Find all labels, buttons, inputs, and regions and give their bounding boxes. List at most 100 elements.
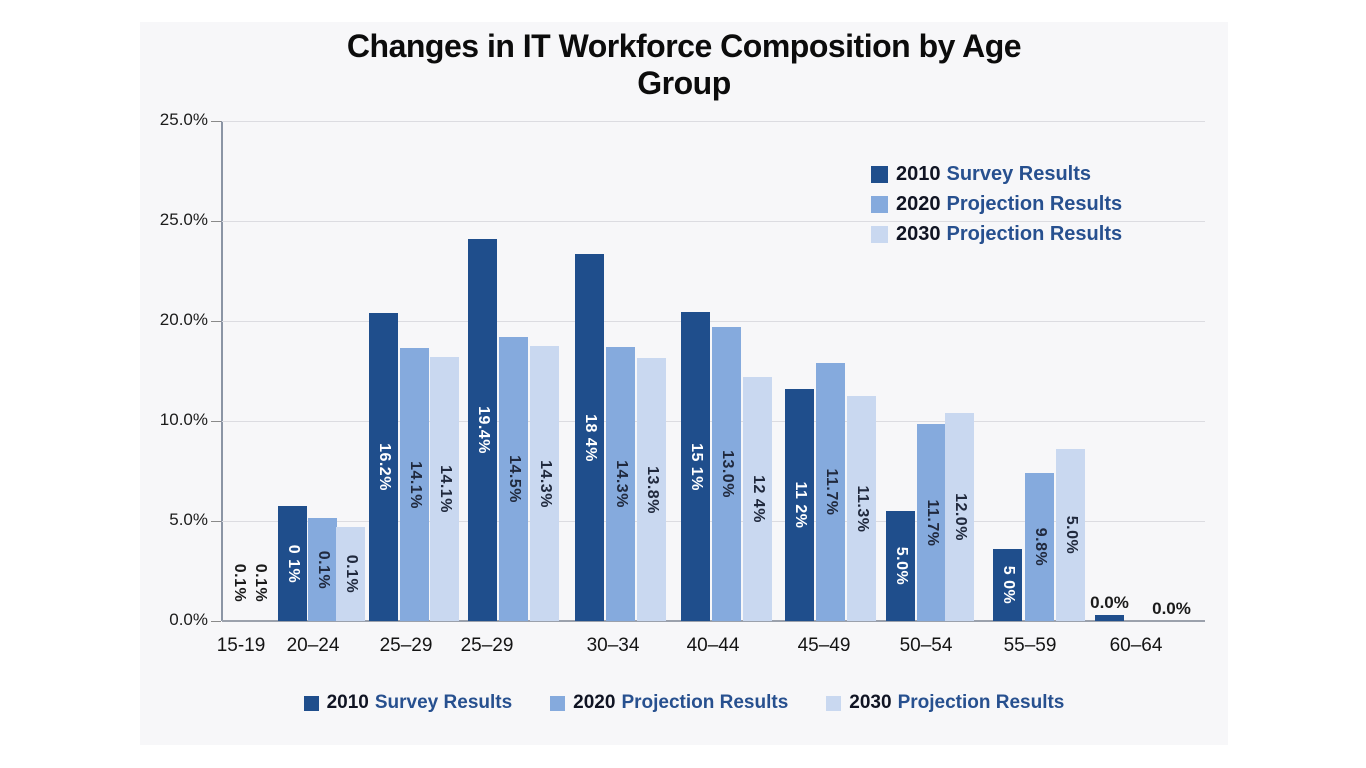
bar-data-label: 5.0%	[892, 546, 910, 586]
legend-bottom: 2010 Survey Results 2020 Projection Results…	[140, 692, 1228, 714]
bar-data-label: 18 4%	[581, 413, 599, 462]
bar-data-label: 14.1%	[436, 465, 454, 513]
bar-2020-40–44	[712, 327, 741, 621]
legend-top-right: 2010 Survey Results 2020 Projection Results…	[871, 159, 1122, 249]
x-tick-label: 60–64	[1109, 635, 1163, 656]
bar-data-label: 13.0%	[718, 450, 736, 498]
y-tick-mark	[211, 621, 221, 622]
bar-data-label: 0 1%	[284, 544, 302, 583]
bar-2030-25–29	[530, 346, 559, 621]
legend-series-label: Survey Results	[374, 692, 513, 713]
legend-swatch-icon	[826, 695, 842, 711]
legend-swatch-icon	[303, 695, 319, 711]
gridline	[222, 221, 1205, 222]
bar-2030-20–24	[336, 527, 365, 621]
chart-title-line2: Group	[637, 65, 731, 101]
bar-2010-45–49	[785, 389, 814, 621]
bar-data-label: 19.4%	[474, 406, 492, 454]
bar-data-label: 9.8%	[1031, 527, 1049, 567]
bar-2020-20–24	[308, 518, 337, 621]
x-tick-label: 20–24	[286, 635, 340, 656]
x-tick-label: 30–34	[586, 635, 640, 656]
x-axis-baseline	[222, 620, 1205, 622]
x-tick-label: 45–49	[797, 635, 851, 656]
y-tick-label: 20.0%	[159, 310, 208, 329]
bar-data-label: 11.7%	[923, 499, 941, 546]
chart-panel: Changes in IT Workforce Composition by A…	[140, 22, 1228, 745]
bar-2010-30–34	[575, 254, 604, 621]
y-tick-label: 0.0%	[169, 610, 208, 629]
bar-2020-45–49	[816, 363, 845, 621]
x-tick-label: 25–29	[460, 635, 514, 656]
legend-year-label: 2010	[326, 692, 369, 713]
bar-2010-20–24	[278, 506, 307, 621]
bar-data-label: 11 2%	[791, 481, 809, 529]
bar-data-label: 15 1%	[687, 442, 705, 491]
y-tick-mark	[211, 121, 221, 122]
legend-item: 2030 Projection Results	[826, 692, 1064, 714]
legend-item: 2020 Projection Results	[550, 692, 788, 714]
bar-2030-55–59	[1056, 449, 1085, 621]
chart-title-line1: Changes in IT Workforce Composition by A…	[346, 28, 1022, 64]
bar-2020-55–59	[1025, 473, 1054, 621]
y-tick-label: 10.0%	[159, 410, 208, 429]
legend-year-label: 2020	[896, 192, 941, 215]
bar-data-label: 5 0%	[999, 565, 1017, 605]
bar-data-label: 0.1%	[342, 554, 360, 594]
bar-data-label: 0.0%	[1090, 593, 1129, 612]
x-tick-label: 15-19	[216, 635, 266, 656]
legend-series-label: Projection Results	[897, 692, 1065, 713]
bar-2010-50–54	[886, 511, 915, 621]
gridline	[222, 121, 1205, 122]
legend-swatch-icon	[871, 225, 888, 243]
legend-item: 2010 Survey Results	[303, 692, 513, 714]
legend-swatch-icon	[871, 165, 888, 183]
bar-data-label: 0.1%	[251, 563, 269, 603]
legend-item: 2030 Projection Results	[871, 219, 1122, 249]
bar-2020-25–29	[499, 337, 528, 621]
legend-year-label: 2030	[849, 692, 892, 713]
y-tick-mark	[211, 321, 221, 322]
bar-data-label: 5.0%	[1062, 515, 1080, 555]
legend-item: 2010 Survey Results	[871, 159, 1122, 189]
bar-2030-50–54	[945, 413, 974, 621]
bar-data-label: 0.1%	[230, 563, 248, 603]
x-tick-label: 50–54	[899, 635, 953, 656]
legend-swatch-icon	[871, 195, 888, 213]
y-tick-label: 5.0%	[169, 510, 208, 529]
bar-2030-45–49	[847, 396, 876, 621]
chart-title: Changes in IT Workforce Composition by A…	[140, 28, 1228, 102]
y-axis-line	[221, 121, 223, 621]
bar-data-label: 0.1%	[314, 550, 332, 589]
bar-2010-25–29	[369, 313, 398, 621]
bar-2010-60–64	[1095, 615, 1124, 621]
y-tick-label: 25.0%	[159, 110, 208, 129]
bar-2020-25–29	[400, 348, 429, 621]
bar-2020-30–34	[606, 347, 635, 621]
legend-series-label: Projection Results	[946, 222, 1123, 245]
x-tick-label: 25–29	[379, 635, 433, 656]
bar-2030-40–44	[743, 377, 772, 621]
legend-item: 2020 Projection Results	[871, 189, 1122, 219]
bar-data-label: 14.3%	[536, 459, 554, 508]
legend-series-label: Projection Results	[946, 192, 1123, 215]
plot-area: 0 1% 16.2% 19.4% 18 4% 15 1% 11 2% 5.0% 5 0% 0.0…	[211, 121, 1205, 622]
bar-2030-30–34	[637, 358, 666, 621]
bar-2030-25–29	[430, 357, 459, 621]
x-tick-label: 55–59	[1003, 635, 1057, 656]
bar-data-label: 13.8%	[643, 465, 661, 514]
legend-year-label: 2010	[896, 162, 941, 185]
legend-series-label: Survey Results	[946, 162, 1092, 185]
bar-2010-25–29	[468, 239, 497, 621]
bar-data-label: 12 4%	[749, 475, 767, 523]
bar-data-label: 0.0%	[1152, 599, 1191, 618]
x-tick-label: 40–44	[686, 635, 740, 656]
legend-year-label: 2030	[896, 222, 941, 245]
bar-2020-50–54	[917, 424, 946, 621]
bar-data-label: 14.5%	[505, 455, 523, 503]
y-tick-mark	[211, 421, 221, 422]
y-tick-mark	[211, 521, 221, 522]
legend-year-label: 2020	[573, 692, 616, 713]
y-tick-mark	[211, 221, 221, 222]
bar-data-label: 11.3%	[853, 485, 871, 532]
